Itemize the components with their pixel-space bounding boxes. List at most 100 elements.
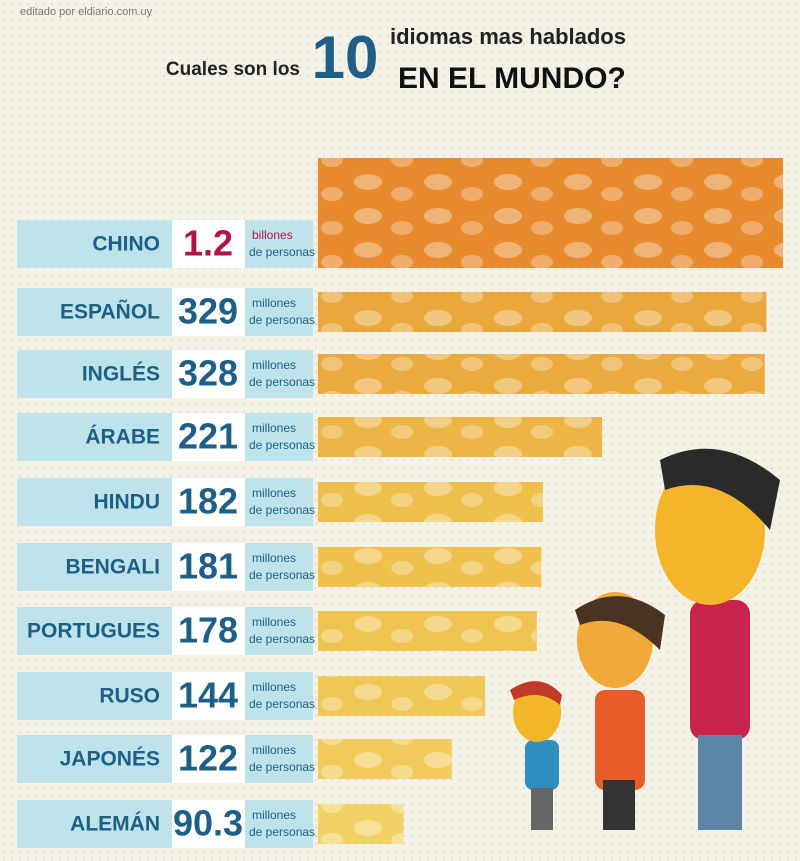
unit-label: de personas	[249, 375, 315, 389]
label-box	[17, 735, 172, 783]
value-label: 329	[178, 291, 238, 332]
value-box	[172, 672, 245, 720]
unit-label: de personas	[249, 825, 315, 839]
bar-bubbles	[318, 417, 603, 457]
bar-bubbles	[318, 547, 542, 587]
language-label: ALEMÁN	[70, 813, 160, 836]
unit-box	[245, 543, 313, 591]
figure-legs	[698, 735, 742, 830]
unit-label: millones	[252, 296, 296, 310]
bar-group	[318, 547, 542, 587]
credit: editado por eldiario.com.uy	[20, 6, 153, 18]
figure-body	[595, 690, 645, 790]
label-box	[17, 672, 172, 720]
unit-box	[245, 672, 313, 720]
figure-body	[525, 740, 559, 790]
language-label: JAPONÉS	[60, 748, 160, 771]
unit-label: de personas	[249, 697, 315, 711]
label-box	[17, 607, 172, 655]
unit-box	[245, 288, 313, 336]
language-label: RUSO	[99, 685, 160, 708]
unit-label: millones	[252, 615, 296, 629]
value-label: 90.3	[173, 803, 243, 844]
title-line1: idiomas mas hablados	[390, 24, 626, 49]
figure-hair	[575, 596, 665, 650]
unit-label: millones	[252, 421, 296, 435]
unit-label: de personas	[249, 245, 315, 259]
value-box	[172, 413, 245, 461]
bar-bubbles	[318, 611, 537, 651]
unit-label: millones	[252, 358, 296, 372]
bar-group	[318, 417, 603, 457]
unit-box	[245, 350, 313, 398]
value-box	[172, 543, 245, 591]
label-box	[17, 800, 172, 848]
language-label: ESPAÑOL	[60, 301, 160, 324]
language-label: HINDU	[94, 491, 161, 514]
value-label: 144	[178, 675, 238, 716]
figure-body	[690, 600, 750, 740]
label-box	[17, 350, 172, 398]
value-label: 122	[178, 738, 238, 779]
title-line2: EN EL MUNDO?	[398, 62, 626, 95]
rows: CHINO 1.2 billones de personas ESPAÑOL 329 mil…	[17, 158, 783, 848]
bar-group	[318, 739, 452, 779]
unit-label: billones	[252, 228, 293, 242]
bar-bubbles	[318, 739, 452, 779]
unit-label: de personas	[249, 568, 315, 582]
unit-label: de personas	[249, 632, 315, 646]
unit-label: millones	[252, 680, 296, 694]
unit-box	[245, 413, 313, 461]
bar-bubbles	[318, 354, 765, 394]
bar-bubbles	[318, 676, 486, 716]
bar-bubbles	[318, 158, 783, 268]
bar-group	[318, 354, 765, 394]
value-label: 221	[178, 416, 238, 457]
unit-label: millones	[252, 486, 296, 500]
value-box	[172, 350, 245, 398]
bar-group	[318, 804, 404, 844]
figure-hair	[660, 448, 780, 530]
label-box	[17, 413, 172, 461]
unit-label: millones	[252, 808, 296, 822]
bar-bubbles	[318, 292, 767, 332]
label-box	[17, 288, 172, 336]
value-label: 1.2	[183, 223, 233, 264]
unit-label: de personas	[249, 438, 315, 452]
value-label: 178	[178, 610, 238, 651]
value-box	[172, 288, 245, 336]
title-number: 10	[312, 24, 379, 91]
bar-bubbles	[318, 482, 543, 522]
unit-label: de personas	[249, 503, 315, 517]
unit-box	[245, 800, 313, 848]
bar-bubbles	[318, 804, 404, 844]
value-box	[172, 607, 245, 655]
figure-legs	[531, 788, 553, 830]
label-box	[17, 543, 172, 591]
unit-label: de personas	[249, 760, 315, 774]
unit-box	[245, 478, 313, 526]
title-lead: Cuales son los	[166, 59, 300, 80]
label-box	[17, 220, 172, 268]
value-label: 181	[178, 546, 238, 587]
language-label: PORTUGUES	[27, 620, 160, 643]
bar-group	[318, 611, 537, 651]
language-label: BENGALI	[66, 556, 161, 579]
bar-group	[318, 482, 543, 522]
figure-hair	[510, 681, 562, 705]
unit-label: de personas	[249, 313, 315, 327]
unit-label: millones	[252, 743, 296, 757]
value-box	[172, 220, 245, 268]
value-box	[172, 735, 245, 783]
figure-legs	[603, 780, 635, 830]
unit-label: millones	[252, 551, 296, 565]
language-label: ÁRABE	[85, 426, 160, 449]
language-label: CHINO	[92, 233, 160, 256]
unit-box	[245, 607, 313, 655]
people-illustration	[510, 448, 780, 830]
unit-box	[245, 735, 313, 783]
bar-group	[318, 158, 783, 268]
language-label: INGLÉS	[82, 363, 160, 386]
value-label: 182	[178, 481, 238, 522]
